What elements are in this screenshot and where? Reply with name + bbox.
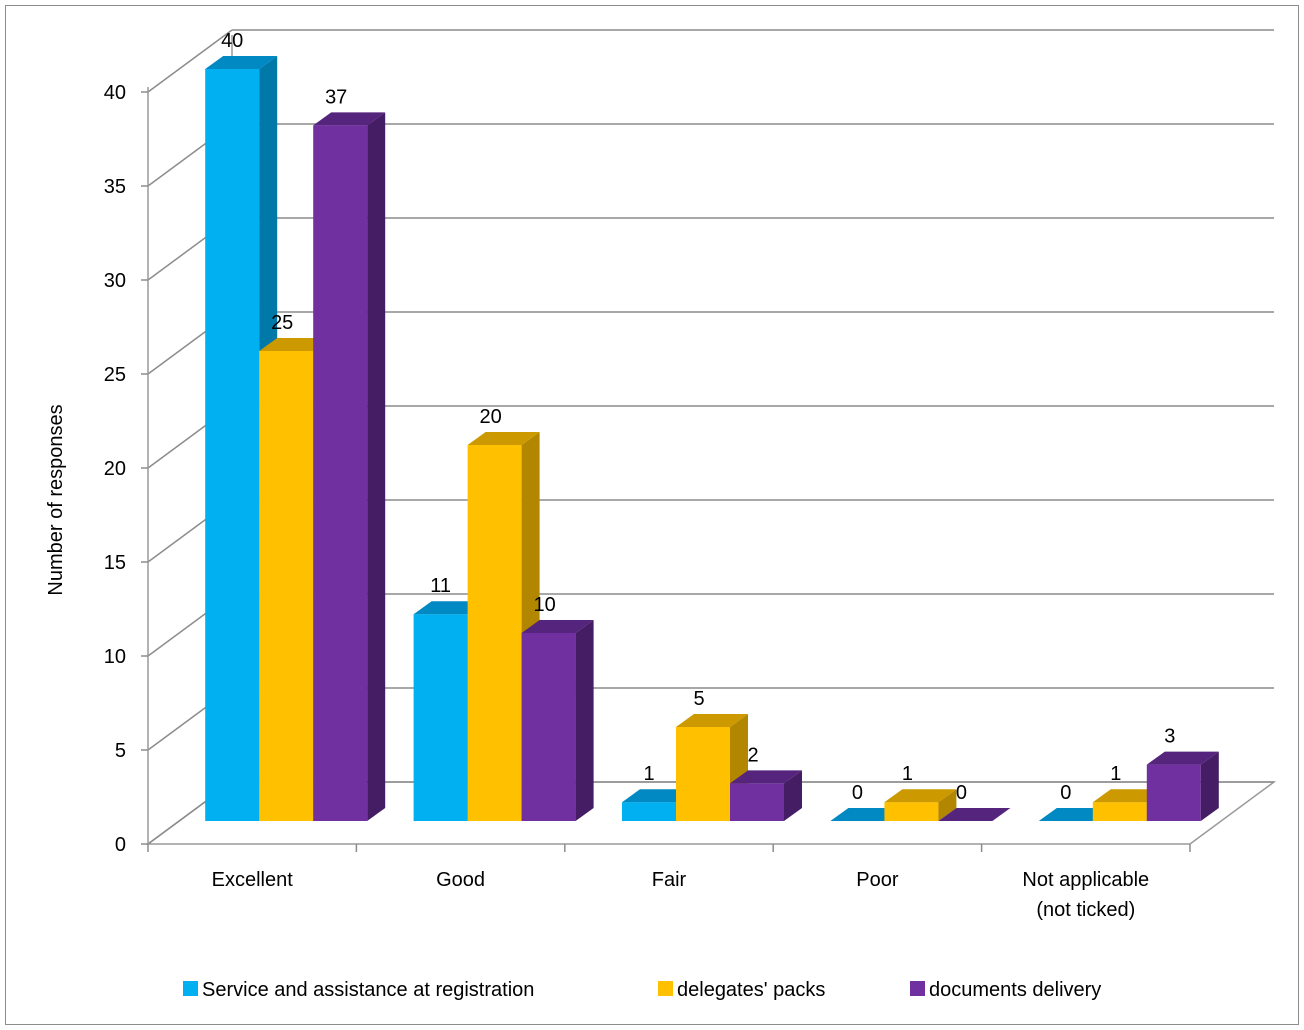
- data-label: 5: [693, 688, 704, 710]
- bar-front: [884, 802, 939, 821]
- data-label: 1: [643, 763, 654, 785]
- y-tick-label: 40: [104, 82, 126, 104]
- legend-entry-label: Service and assistance at registration: [202, 979, 534, 1001]
- bar-side: [367, 112, 386, 821]
- x-category-label-line: (not ticked): [1036, 899, 1135, 921]
- bar-side: [938, 789, 957, 821]
- data-label: 40: [221, 30, 243, 52]
- bars: [205, 56, 1219, 821]
- bar-top: [1146, 751, 1219, 765]
- data-label: 0: [1060, 782, 1071, 804]
- bar-side: [784, 770, 802, 821]
- legend-swatch: [910, 981, 925, 996]
- x-category-label: Poor: [856, 869, 899, 891]
- data-label: 0: [852, 782, 863, 804]
- legend-entry-label: documents delivery: [929, 979, 1101, 1001]
- bar-front: [1092, 802, 1147, 821]
- y-tick-label: 0: [115, 834, 126, 856]
- x-category-label: Not applicable (not ticked): [1022, 869, 1149, 921]
- gridline-diagonal: [147, 29, 233, 93]
- data-label: 3: [1164, 726, 1175, 748]
- legend-swatch: [658, 981, 673, 996]
- bar-top: [730, 770, 802, 784]
- bar-front: [467, 445, 522, 821]
- axes: [141, 87, 1191, 852]
- y-tick-label: 5: [115, 740, 126, 762]
- data-label: 1: [1110, 763, 1121, 785]
- bar-top: [205, 56, 278, 69]
- bar-front: [730, 783, 784, 821]
- y-tick-label: 35: [104, 176, 126, 198]
- bar-top: [884, 789, 957, 803]
- data-label: 10: [533, 594, 555, 616]
- data-label: 25: [271, 312, 293, 334]
- bar-side: [1200, 751, 1219, 821]
- data-label: 0: [956, 782, 967, 804]
- bar-top: [521, 620, 594, 633]
- data-label: 37: [325, 86, 347, 108]
- bar-front: [313, 125, 368, 821]
- y-tick-label: 15: [104, 552, 126, 574]
- x-category-label: Good: [436, 869, 485, 891]
- x-category-label-line: Good: [436, 869, 485, 891]
- bar-front: [676, 727, 730, 821]
- y-tick-label: 20: [104, 458, 126, 480]
- bar-front: [1146, 764, 1201, 821]
- y-tick-label: 30: [104, 270, 126, 292]
- y-tick-labels: 0 5 10 15 20 25 30 35 40: [104, 82, 126, 856]
- bar-front: [521, 633, 576, 821]
- bar-front: [622, 802, 676, 821]
- x-category-label-line: Not applicable: [1022, 869, 1149, 891]
- bar-top: [313, 112, 386, 126]
- x-category-label: Excellent: [212, 869, 294, 891]
- x-category-label-line: Poor: [856, 869, 899, 891]
- legend-entry-label: delegates' packs: [677, 979, 825, 1001]
- bar-front: [413, 614, 468, 821]
- x-category-label-line: Fair: [652, 869, 687, 891]
- x-category-labels: Excellent Good Fair Poor Not applicable (not …: [212, 869, 1150, 921]
- bar-front: [259, 351, 314, 821]
- bar-front: [205, 69, 260, 821]
- data-label: 1: [902, 763, 913, 785]
- data-label: 11: [430, 575, 451, 597]
- legend-swatch: [183, 981, 198, 996]
- bar-top: [938, 808, 1011, 821]
- y-tick-label: 10: [104, 646, 126, 668]
- data-label: 2: [747, 744, 758, 766]
- bar-top: [676, 714, 748, 727]
- x-category-label-line: Excellent: [212, 869, 294, 891]
- x-category-label: Fair: [652, 869, 687, 891]
- legend: Service and assistance at registration de…: [183, 979, 1101, 1001]
- data-label: 20: [479, 406, 501, 428]
- bar-top: [467, 432, 540, 445]
- y-axis-title: Number of responses: [45, 404, 67, 595]
- y-tick-label: 25: [104, 364, 126, 386]
- bar-side: [575, 620, 594, 821]
